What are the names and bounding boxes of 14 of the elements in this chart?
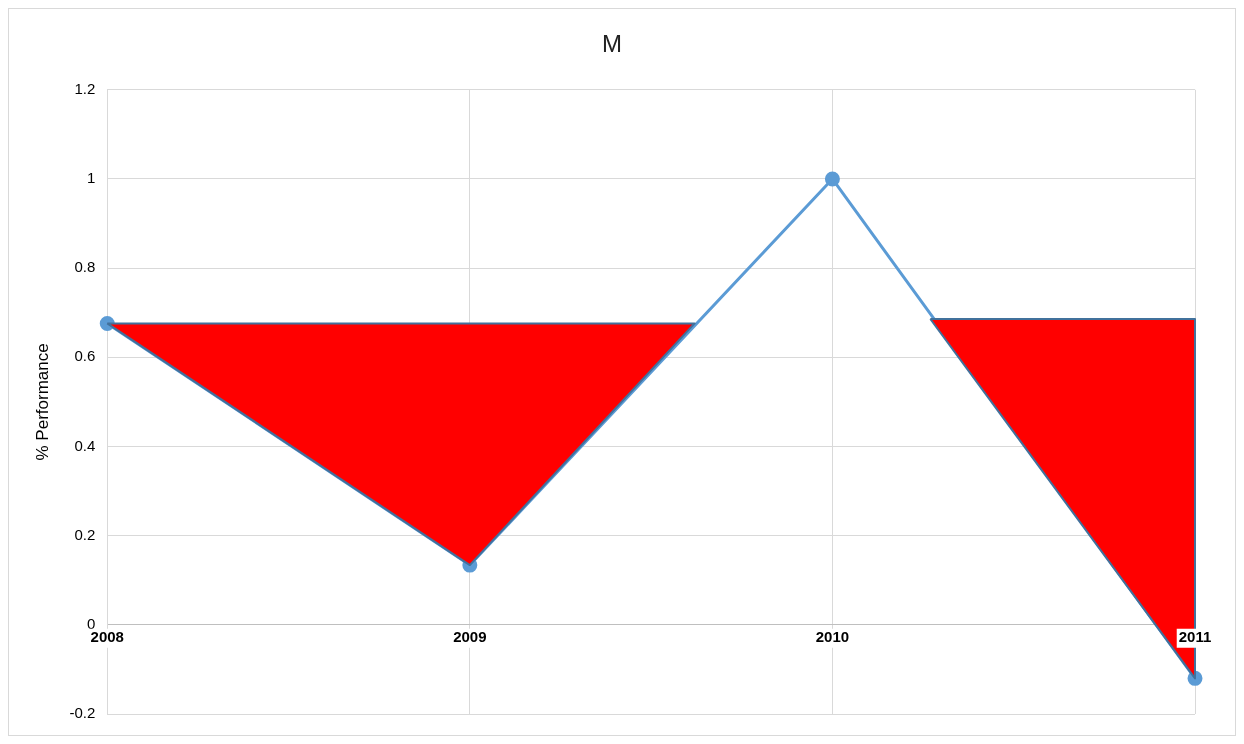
- y-tick-label: 1: [86, 169, 96, 187]
- y-tick-label: 0.2: [74, 525, 96, 543]
- y-axis-title: % Performance: [32, 343, 52, 461]
- x-tick-label: 2008: [90, 628, 124, 646]
- x-tick-label: 2010: [815, 628, 850, 646]
- point: [824, 171, 840, 187]
- y-tick-label: 0.4: [74, 436, 96, 454]
- y-tick-label: 1.2: [74, 79, 96, 97]
- y-tick-label: 0.8: [74, 258, 96, 276]
- x-tick-label: 2011: [1178, 628, 1212, 646]
- y-tick-label: -0.2: [69, 704, 96, 722]
- x-tick-label: 2009: [453, 628, 487, 646]
- chart-title: M: [602, 30, 622, 58]
- y-tick-label: 0.6: [74, 347, 96, 365]
